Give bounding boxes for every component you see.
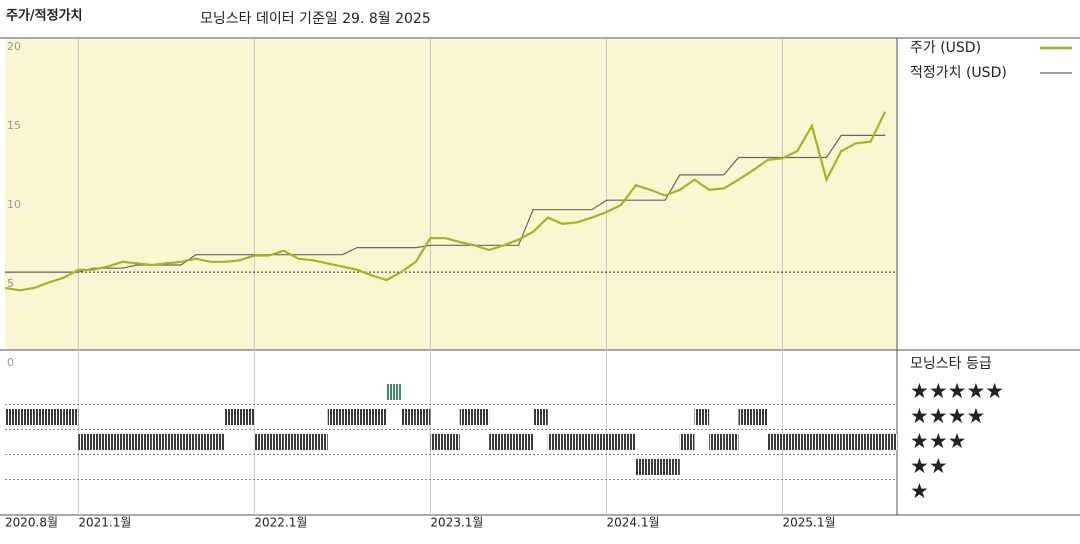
rating-bar [518,434,534,450]
x-tick-label: 2023.1월 [430,516,483,530]
rating-bar [342,409,358,425]
rating-bar [225,409,240,425]
y-tick-label: 0 [7,356,14,369]
rating-bar [78,434,94,450]
rating-label: ★★ [910,454,948,478]
series-line [4,111,887,292]
rating-bar [782,434,798,450]
rating-bar [547,434,563,450]
legend-label: 주가 (USD) [910,40,981,56]
rating-bar [811,434,827,450]
rating-bar [34,409,50,425]
rating-bar [122,434,138,450]
rating-bar [723,434,739,450]
rating-label: ★ [910,479,929,503]
rating-bar [181,434,196,450]
rating-label: ★★★★ [910,404,985,428]
rating-bar [269,434,284,450]
rating-bar [63,409,79,425]
x-tick-label: 2021.1월 [78,516,131,530]
rating-bar [855,434,871,450]
rating-bar [679,434,695,450]
rating-bar [738,409,754,425]
rating-bar [562,434,578,450]
x-tick-label: 2020.8월 [5,516,58,530]
rating-bar [239,409,255,425]
rating-bar [371,409,387,425]
rating-bar [357,409,372,425]
rating-bar [137,434,152,450]
rating-bar [650,459,666,475]
plot-background [5,39,897,350]
rating-bar [298,434,314,450]
rating-bar [166,434,182,450]
rating-label: ★★★★★ [910,379,1004,403]
rating-bar [430,434,446,450]
rating-bar [591,434,607,450]
rating-bar [606,434,622,450]
rating-bar [19,409,35,425]
rating-bar [665,459,680,475]
rating-bar [254,434,270,450]
rating-bar [5,409,20,425]
rating-bar [709,434,724,450]
rating-bar [826,434,842,450]
rating-bar [694,409,710,425]
rating-label: ★★★ [910,429,966,453]
rating-bar [313,434,328,450]
rating-bar [93,434,108,450]
rating-bar [49,409,64,425]
rating-bar [753,409,768,425]
rating-bar [195,434,211,450]
rating-bar [415,409,431,425]
rating-bar [577,434,592,450]
rating-bar [767,434,783,450]
y-tick-label: 10 [7,198,21,211]
rating-bar [474,409,490,425]
rating-bar [503,434,519,450]
rating-bar [841,434,856,450]
rating-bar [797,434,812,450]
rating-bar [327,409,343,425]
y-tick-label: 5 [7,277,14,290]
y-tick-label: 15 [7,119,21,132]
rating-bar [107,434,123,450]
rating-bar [635,459,651,475]
x-tick-label: 2022.1월 [254,516,307,530]
y-tick-label: 20 [7,40,21,53]
rating-bar [386,384,402,400]
rating-bar [445,434,460,450]
rating-bar [210,434,226,450]
chart-subtitle: 모닝스타 데이터 기준일 29. 8월 2025 [200,11,431,27]
x-tick-label: 2024.1월 [606,516,659,530]
rating-title: 모닝스타 등급 [910,356,992,372]
rating-bar [885,434,897,450]
rating-bar [533,409,548,425]
rating-bar [151,434,167,450]
x-tick-label: 2025.1월 [783,516,836,530]
chart-title: 주가/적정가치 [6,8,83,24]
rating-bar [621,434,636,450]
rating-bar [283,434,299,450]
rating-bar [401,409,416,425]
rating-bar [870,434,886,450]
rating-bar [459,409,475,425]
rating-bar [489,434,504,450]
legend-label: 적정가치 (USD) [910,65,1007,81]
